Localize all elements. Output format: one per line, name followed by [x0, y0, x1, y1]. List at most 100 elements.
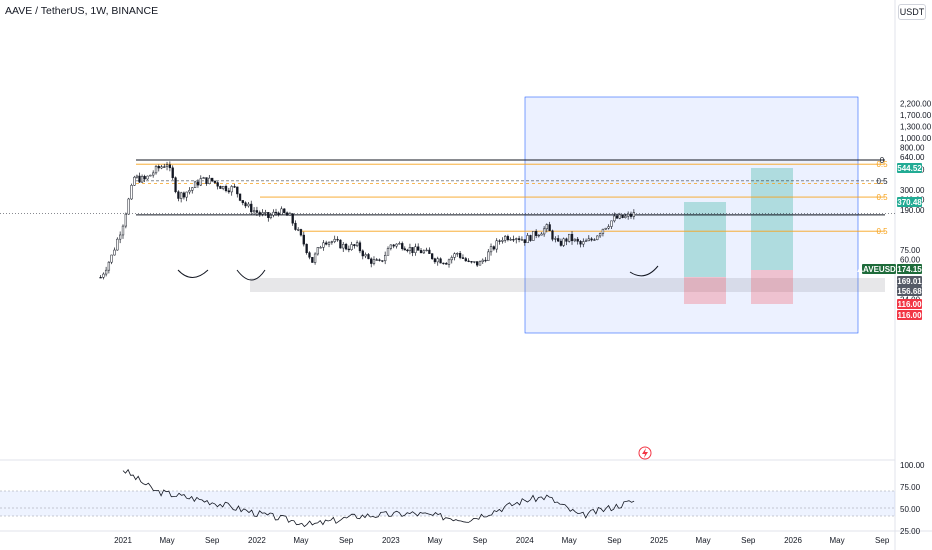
candle-body [238, 193, 242, 201]
candle-body [327, 241, 331, 245]
candle-body [542, 228, 546, 235]
candle-body [168, 164, 172, 169]
candle-body [613, 215, 616, 222]
time-tick-label: May [562, 536, 577, 545]
candle-body [627, 213, 630, 217]
candle-body [501, 239, 504, 242]
candle-body [330, 241, 334, 243]
price-tick-label: 2,200.00 [900, 100, 932, 109]
candle-body [322, 242, 325, 248]
candle-body [191, 187, 194, 191]
time-tick-label: Sep [607, 536, 622, 545]
candle-body [568, 233, 571, 242]
candle-body [406, 249, 409, 252]
lightning-icon[interactable] [638, 446, 652, 460]
candle-body [489, 246, 493, 253]
candle-body [425, 249, 428, 252]
candle-body [280, 208, 283, 215]
candle-body [576, 238, 579, 242]
candle-body [523, 239, 526, 244]
time-tick-label: 2023 [382, 536, 400, 545]
candle-body [163, 166, 166, 168]
candle-body [294, 222, 297, 230]
candle-body [149, 174, 152, 177]
candles [99, 161, 635, 280]
candle-body [230, 186, 233, 193]
candle-body [464, 258, 467, 262]
candle-body [401, 243, 404, 249]
rsi-tick-label: 50.00 [900, 505, 921, 514]
candle-body [484, 259, 487, 262]
cup-sketch-3 [629, 265, 659, 277]
candle-body [199, 178, 202, 186]
candle-body [152, 172, 155, 176]
fib-level-label: 0.5 [876, 227, 888, 236]
chart-title: AAVE / TetherUS, 1W, BINANCE [5, 5, 159, 17]
candle-body [375, 259, 378, 261]
candle-body [247, 203, 250, 207]
candle-body [154, 166, 158, 174]
candle-body [216, 182, 219, 187]
candle-body [419, 250, 423, 254]
candle-body [355, 242, 359, 247]
candle-body [208, 177, 211, 184]
candle-body [395, 243, 398, 247]
candle-body [548, 224, 551, 232]
price-tick-label: 800.00 [900, 144, 925, 153]
candle-body [269, 214, 273, 218]
candle-body [258, 212, 261, 215]
candle-body [347, 248, 350, 251]
candle-body [344, 244, 348, 250]
candle-body [579, 241, 582, 245]
candle-body [506, 236, 510, 241]
candle-body [174, 177, 177, 193]
candle-body [358, 242, 362, 252]
candle-body [104, 269, 108, 275]
time-tick-label: 2022 [248, 536, 266, 545]
candle-body [313, 253, 317, 263]
candle-body [264, 212, 267, 214]
candle-body [113, 249, 116, 256]
fib-level-label: 0.5 [876, 177, 888, 186]
candle-body [473, 261, 476, 263]
price-tick-label: 1,700.00 [900, 111, 932, 120]
time-tick-label: May [293, 536, 308, 545]
candle-body [146, 175, 149, 180]
position-2-loss [751, 270, 793, 304]
price-tag [897, 310, 922, 320]
time-tick-label: 2026 [784, 536, 802, 545]
candle-body [398, 243, 401, 245]
candle-body [417, 246, 420, 251]
candle-body [517, 238, 521, 240]
candle-body [182, 192, 186, 198]
candle-body [624, 215, 627, 218]
candle-body [512, 239, 515, 241]
time-axis: 2021 May Sep 2022 May Sep 2023 May Sep 2024 May Sep… [114, 536, 890, 545]
candle-body [532, 231, 535, 241]
candle-body [551, 230, 554, 240]
candle-body [453, 253, 456, 258]
candle-body [430, 253, 434, 259]
cup-sketch-2 [236, 269, 266, 281]
candle-body [562, 238, 565, 246]
candle-body [481, 259, 484, 263]
candle-body [557, 238, 560, 242]
price-tag [897, 299, 922, 309]
candle-body [236, 186, 239, 195]
time-tick-label: 2025 [650, 536, 668, 545]
candle-body [495, 240, 498, 250]
candle-body [364, 254, 367, 257]
candle-body [540, 233, 543, 236]
candle-body [361, 250, 364, 257]
candle-body [233, 186, 236, 188]
candle-body [308, 252, 311, 258]
candle-body [384, 255, 387, 262]
candle-body [509, 239, 512, 241]
price-tag [897, 163, 922, 173]
candle-body [598, 233, 602, 237]
time-tick-label: May [829, 536, 844, 545]
price-tag [897, 264, 922, 274]
candle-body [408, 247, 412, 251]
currency-button[interactable]: USDT [898, 4, 926, 20]
